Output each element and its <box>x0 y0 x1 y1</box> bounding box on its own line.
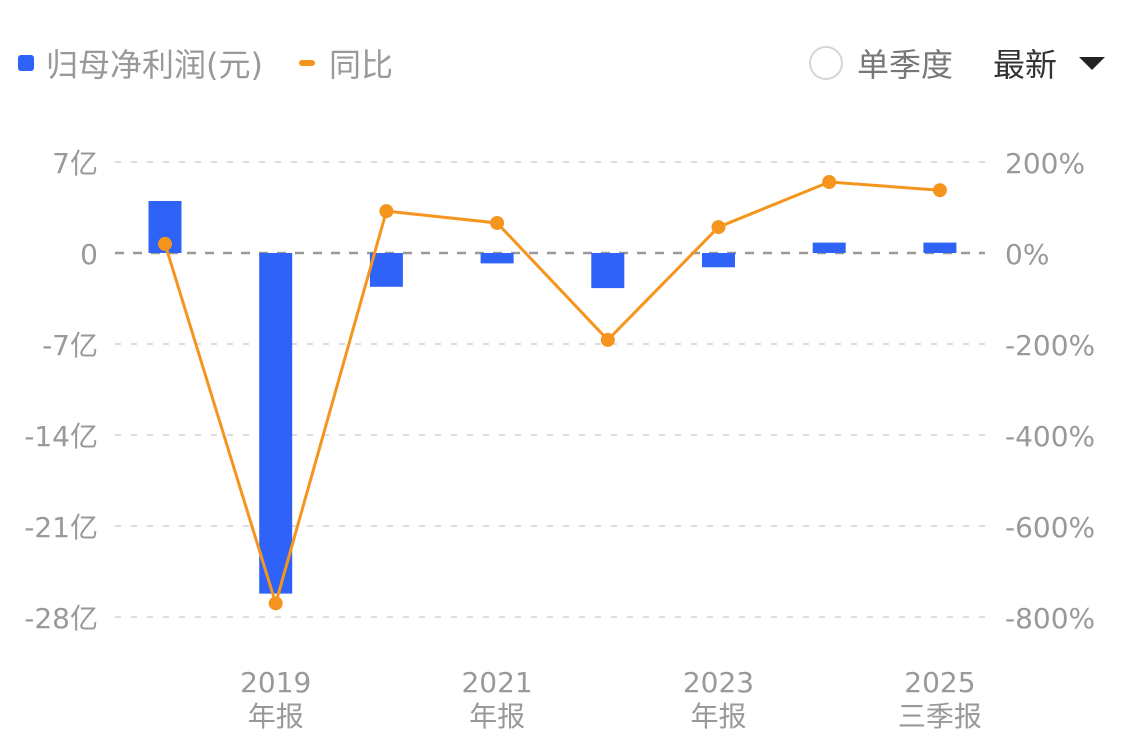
x-axis-tick-year: 2023 <box>683 666 754 699</box>
left-axis-tick: -28亿 <box>24 602 98 635</box>
yoy-point[interactable] <box>600 332 615 347</box>
left-axis-tick: 7亿 <box>52 147 98 180</box>
right-axis-tick: 200% <box>1005 147 1085 180</box>
profit-bar[interactable] <box>812 242 846 253</box>
left-axis-tick: 0 <box>80 238 98 271</box>
profit-bar[interactable] <box>148 201 182 253</box>
profit-bar[interactable] <box>369 253 403 287</box>
right-axis-tick: 0% <box>1005 238 1049 271</box>
single-quarter-radio[interactable] <box>808 46 843 80</box>
yoy-point[interactable] <box>379 204 394 219</box>
x-axis-tick-period: 三季报 <box>898 700 982 733</box>
bar-legend-swatch-icon <box>18 55 34 71</box>
yoy-point[interactable] <box>490 215 505 230</box>
yoy-point[interactable] <box>822 175 837 190</box>
yoy-point[interactable] <box>268 596 283 611</box>
profit-bar[interactable] <box>480 253 514 264</box>
right-axis-tick: -800% <box>1005 602 1095 635</box>
profit-bar[interactable] <box>259 253 293 594</box>
profit-bar[interactable] <box>923 242 957 253</box>
profit-bar[interactable] <box>591 253 625 289</box>
x-axis-tick-year: 2019 <box>240 666 311 699</box>
chart-legend: 归母净利润(元) 同比 <box>18 40 393 86</box>
line-legend-swatch-icon <box>298 60 315 66</box>
x-axis-tick-period: 年报 <box>248 700 304 733</box>
chart-controls: 单季度 最新 <box>808 40 1105 86</box>
caret-down-icon[interactable] <box>1079 56 1105 70</box>
yoy-point[interactable] <box>932 183 947 198</box>
x-axis-tick-period: 年报 <box>469 700 525 733</box>
profit-bar[interactable] <box>702 253 735 268</box>
yoy-point[interactable] <box>158 236 172 251</box>
right-axis-tick: -400% <box>1005 420 1095 453</box>
yoy-point[interactable] <box>711 220 726 235</box>
x-axis-tick-year: 2025 <box>904 666 975 699</box>
left-axis-tick: -21亿 <box>24 511 98 544</box>
left-axis-tick: -7亿 <box>42 329 98 362</box>
right-axis-tick: -600% <box>1005 511 1095 544</box>
bar-legend-label[interactable]: 归母净利润(元) <box>46 46 263 84</box>
yoy-line <box>163 180 941 609</box>
left-axis-tick: -14亿 <box>24 420 98 453</box>
x-axis-tick-period: 年报 <box>690 700 746 733</box>
single-quarter-label[interactable]: 单季度 <box>856 46 953 84</box>
sort-dropdown-label[interactable]: 最新 <box>992 46 1057 84</box>
x-axis-tick-year: 2021 <box>461 666 532 699</box>
right-axis-tick: -200% <box>1005 329 1095 362</box>
line-legend-label[interactable]: 同比 <box>328 46 393 84</box>
